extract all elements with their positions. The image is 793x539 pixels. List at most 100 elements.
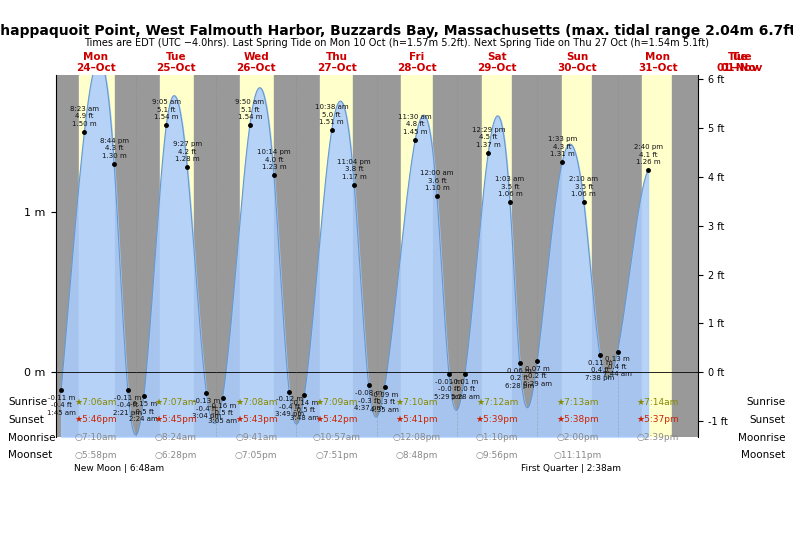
Text: ★5:42pm: ★5:42pm <box>316 416 358 424</box>
Text: 24–Oct: 24–Oct <box>76 63 116 73</box>
Bar <box>136 75 159 437</box>
Text: 9:27 pm
4.2 ft
1.28 m: 9:27 pm 4.2 ft 1.28 m <box>173 141 201 162</box>
Bar <box>562 75 592 437</box>
Bar <box>401 75 433 437</box>
Text: ○2:00pm: ○2:00pm <box>556 433 599 442</box>
Text: ○12:08pm: ○12:08pm <box>393 433 441 442</box>
Text: Wed: Wed <box>243 52 269 62</box>
Text: 29–Oct: 29–Oct <box>477 63 517 73</box>
Text: 9:05 am
5.1 ft
1.54 m: 9:05 am 5.1 ft 1.54 m <box>151 99 181 120</box>
Bar <box>56 75 79 437</box>
Text: ★5:39pm: ★5:39pm <box>476 416 519 424</box>
Text: -0.11 m
-0.4 ft
1:45 am: -0.11 m -0.4 ft 1:45 am <box>47 395 75 416</box>
Text: Moonrise: Moonrise <box>737 433 785 443</box>
Text: ★7:13am: ★7:13am <box>556 398 599 406</box>
Bar <box>240 75 274 437</box>
Bar <box>512 75 538 437</box>
Text: Sat: Sat <box>488 52 507 62</box>
Text: 12:00 am
3.6 ft
1.10 m: 12:00 am 3.6 ft 1.10 m <box>420 170 454 191</box>
Text: 10:14 pm
4.0 ft
1.23 m: 10:14 pm 4.0 ft 1.23 m <box>257 149 291 170</box>
Text: First Quarter | 2:38am: First Quarter | 2:38am <box>521 465 621 473</box>
Bar <box>457 75 481 437</box>
Text: ★5:46pm: ★5:46pm <box>75 416 117 424</box>
Text: Tue: Tue <box>166 52 186 62</box>
Bar <box>79 75 115 437</box>
Text: ○11:11pm: ○11:11pm <box>554 451 602 460</box>
Bar <box>481 75 512 437</box>
Text: 0.13 m
0.4 ft
7:44 am: 0.13 m 0.4 ft 7:44 am <box>603 356 632 377</box>
Text: ○9:41am: ○9:41am <box>236 433 278 442</box>
Bar <box>297 75 320 437</box>
Text: 10:38 am
5.0 ft
1.51 m: 10:38 am 5.0 ft 1.51 m <box>315 104 349 125</box>
Text: ★5:41pm: ★5:41pm <box>396 416 439 424</box>
Bar <box>538 75 562 437</box>
Text: 0.11 m
0.4 ft
7:38 pm: 0.11 m 0.4 ft 7:38 pm <box>585 360 615 381</box>
Text: Sunset: Sunset <box>749 415 785 425</box>
Text: 31–Oct: 31–Oct <box>638 63 677 73</box>
Text: ★5:43pm: ★5:43pm <box>235 416 278 424</box>
Text: 2:10 am
3.5 ft
1.06 m: 2:10 am 3.5 ft 1.06 m <box>569 176 599 197</box>
Text: Chappaquoit Point, West Falmouth Harbor, Buzzards Bay, Massachusetts (max. tidal: Chappaquoit Point, West Falmouth Harbor,… <box>0 24 793 38</box>
Text: Fri: Fri <box>409 52 424 62</box>
Text: 01–Nov: 01–Nov <box>721 63 763 73</box>
Text: Sun: Sun <box>566 52 588 62</box>
Text: ○10:57am: ○10:57am <box>312 433 361 442</box>
Text: ★7:08am: ★7:08am <box>235 398 278 406</box>
Text: Moonset: Moonset <box>741 451 785 460</box>
Bar <box>377 75 401 437</box>
Text: ★7:12am: ★7:12am <box>476 398 519 406</box>
Text: 26–Oct: 26–Oct <box>236 63 276 73</box>
Bar <box>618 75 642 437</box>
Bar <box>433 75 457 437</box>
Text: 11:30 am
4.8 ft
1.45 m: 11:30 am 4.8 ft 1.45 m <box>398 114 432 135</box>
Text: ○8:48pm: ○8:48pm <box>396 451 438 460</box>
Bar <box>274 75 297 437</box>
Text: ★7:14am: ★7:14am <box>637 398 679 406</box>
Bar <box>642 75 672 437</box>
Text: ★7:09am: ★7:09am <box>316 398 358 406</box>
Text: Thu: Thu <box>326 52 347 62</box>
Text: -0.09 m
-0.3 ft
4:35 am: -0.09 m -0.3 ft 4:35 am <box>370 392 399 413</box>
Text: 0.06 m
0.2 ft
6:28 pm: 0.06 m 0.2 ft 6:28 pm <box>505 368 534 389</box>
Text: 12:29 pm
4.5 ft
1.37 m: 12:29 pm 4.5 ft 1.37 m <box>472 127 505 148</box>
Bar <box>672 75 698 437</box>
Text: 27–Oct: 27–Oct <box>316 63 356 73</box>
Text: -0.13 m
-0.4 ft
3:04 pm: -0.13 m -0.4 ft 3:04 pm <box>192 398 221 419</box>
Text: 25–Oct: 25–Oct <box>156 63 196 73</box>
Text: 30–Oct: 30–Oct <box>557 63 597 73</box>
Text: -0.16 m
-0.5 ft
3:05 am: -0.16 m -0.5 ft 3:05 am <box>208 403 237 424</box>
Text: Moonrise: Moonrise <box>8 433 56 443</box>
Bar <box>216 75 240 437</box>
Bar <box>354 75 377 437</box>
Text: 0.07 m
0.2 ft
6:29 am: 0.07 m 0.2 ft 6:29 am <box>523 366 552 387</box>
Text: -0.01 m
-0.0 ft
5:29 pm: -0.01 m -0.0 ft 5:29 pm <box>435 379 463 400</box>
Text: 1:33 pm
4.3 ft
1.31 m: 1:33 pm 4.3 ft 1.31 m <box>547 136 577 157</box>
Bar <box>115 75 136 437</box>
Text: ○7:05pm: ○7:05pm <box>235 451 278 460</box>
Text: ○1:10pm: ○1:10pm <box>476 433 519 442</box>
Text: ○7:51pm: ○7:51pm <box>316 451 358 460</box>
Text: -0.08 m
-0.3 ft
4:37 pm: -0.08 m -0.3 ft 4:37 pm <box>354 390 383 411</box>
Text: ★5:38pm: ★5:38pm <box>556 416 599 424</box>
Bar <box>592 75 618 437</box>
Text: 01–Nov: 01–Nov <box>717 63 759 73</box>
Text: Tue: Tue <box>728 52 749 62</box>
Text: 2:40 pm
4.1 ft
1.26 m: 2:40 pm 4.1 ft 1.26 m <box>634 144 663 165</box>
Text: Sunrise: Sunrise <box>8 397 47 407</box>
Bar <box>320 75 354 437</box>
Text: ★7:06am: ★7:06am <box>75 398 117 406</box>
Text: Tue: Tue <box>732 52 753 62</box>
Text: -0.12 m
-0.4 ft
3:49 pm: -0.12 m -0.4 ft 3:49 pm <box>274 397 304 418</box>
Text: ★7:07am: ★7:07am <box>155 398 197 406</box>
Text: Sunset: Sunset <box>8 415 44 425</box>
Text: ○5:58pm: ○5:58pm <box>75 451 117 460</box>
Text: New Moon | 6:48am: New Moon | 6:48am <box>74 465 164 473</box>
Text: Sunrise: Sunrise <box>746 397 785 407</box>
Text: ★7:10am: ★7:10am <box>396 398 438 406</box>
Text: 11:04 pm
3.8 ft
1.17 m: 11:04 pm 3.8 ft 1.17 m <box>337 159 371 180</box>
Text: Times are EDT (UTC −4.0hrs). Last Spring Tide on Mon 10 Oct (h=1.57m 5.2ft). Nex: Times are EDT (UTC −4.0hrs). Last Spring… <box>84 38 709 48</box>
Text: ★5:45pm: ★5:45pm <box>155 416 197 424</box>
Text: 8:44 pm
4.3 ft
1.30 m: 8:44 pm 4.3 ft 1.30 m <box>100 138 128 159</box>
Text: -0.14 m
-0.5 ft
3:48 am: -0.14 m -0.5 ft 3:48 am <box>290 400 319 420</box>
Text: ○2:39pm: ○2:39pm <box>637 433 679 442</box>
